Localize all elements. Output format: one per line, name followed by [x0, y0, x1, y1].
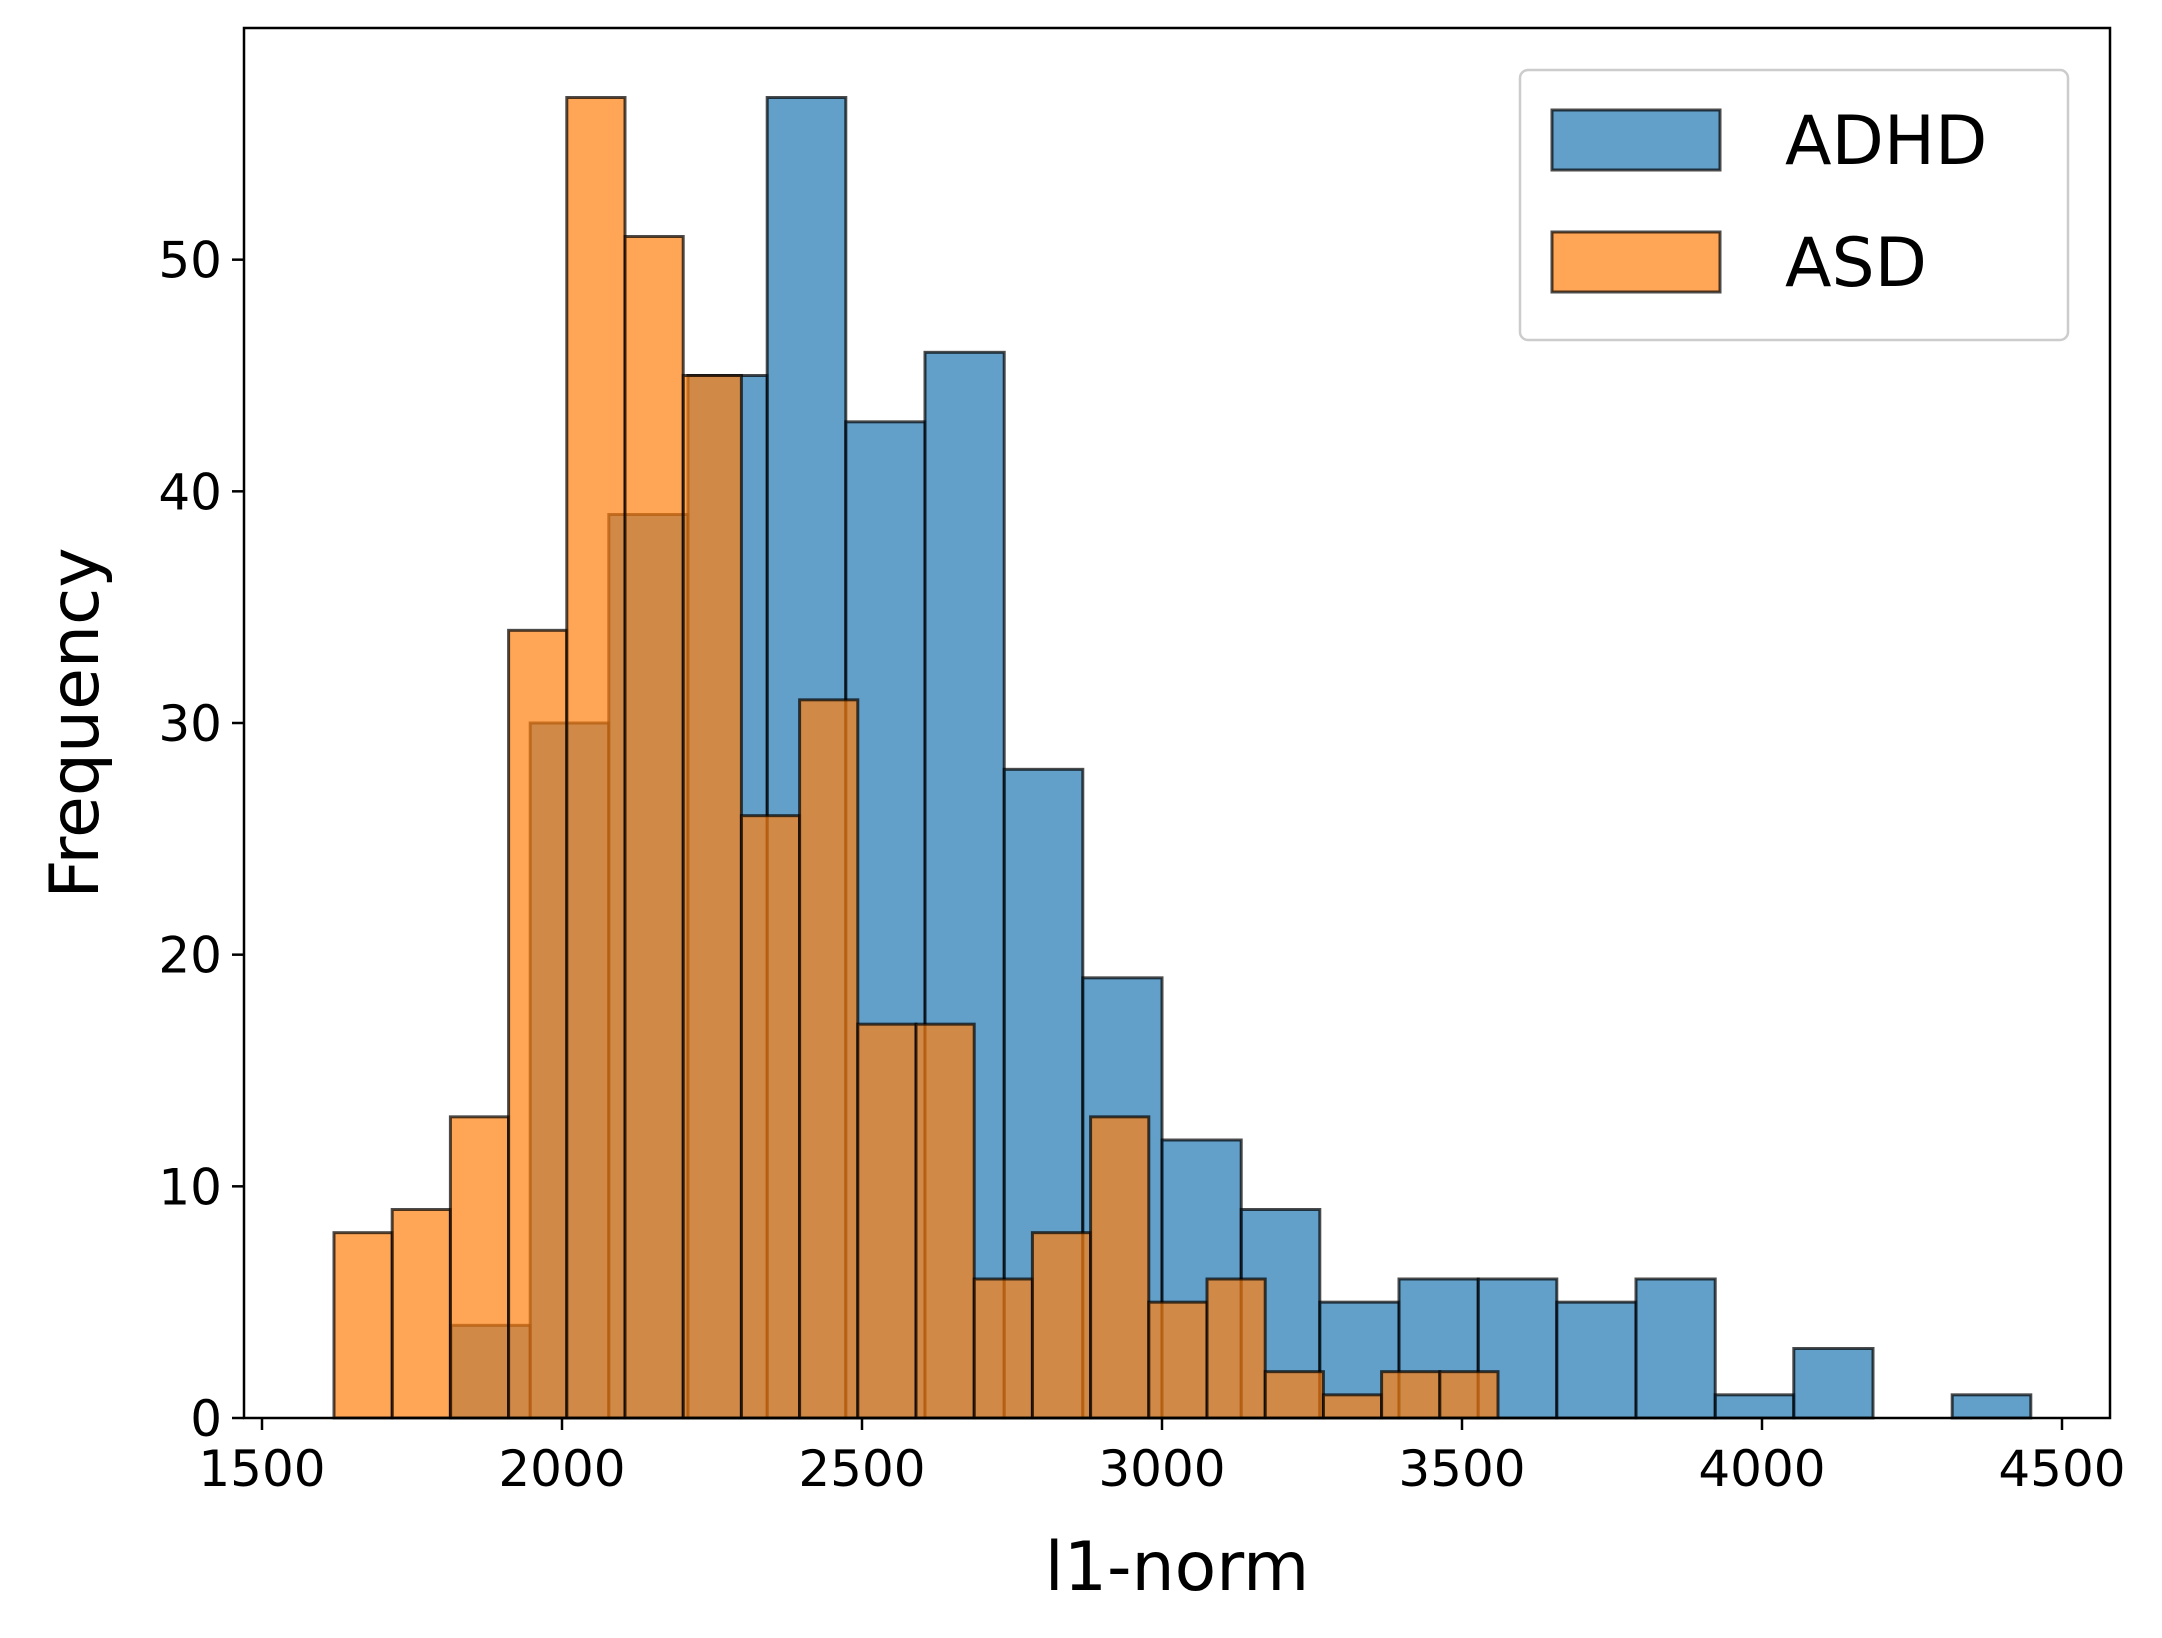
asd-bar	[1380, 1370, 1442, 1420]
legend-swatch-asd	[1550, 230, 1722, 294]
asd-bar	[565, 96, 627, 1420]
y-tick-label: 20	[158, 927, 222, 985]
asd-bar	[507, 628, 569, 1420]
asd-bar	[798, 698, 860, 1420]
adhd-bar	[1713, 1393, 1796, 1420]
x-tick-label: 4000	[1698, 1440, 1825, 1498]
asd-bar	[681, 374, 743, 1420]
asd-bar	[856, 1022, 918, 1420]
asd-bar	[1205, 1277, 1267, 1420]
x-axis-title: l1-norm	[1045, 1528, 1309, 1607]
asd-bar	[1147, 1300, 1209, 1420]
legend-label-asd: ASD	[1785, 224, 1927, 303]
y-tick-label: 50	[158, 232, 222, 290]
x-tick-label: 3000	[1098, 1440, 1225, 1498]
adhd-bar	[1634, 1277, 1717, 1420]
y-tick-label: 10	[158, 1158, 222, 1216]
x-tick-label: 1500	[198, 1440, 325, 1498]
asd-bar	[332, 1231, 394, 1420]
x-tick-label: 2500	[798, 1440, 925, 1498]
adhd-bar	[1555, 1300, 1638, 1420]
asd-bar	[390, 1208, 452, 1420]
asd-bar	[1030, 1231, 1093, 1420]
y-axis-title: Frequency	[36, 547, 115, 898]
asd-bar	[739, 814, 802, 1420]
x-tick-label: 4500	[1998, 1440, 2125, 1498]
asd-bar	[972, 1277, 1034, 1420]
y-tick-label: 30	[158, 695, 222, 753]
legend-swatch-adhd	[1550, 108, 1722, 172]
asd-bar	[914, 1022, 976, 1420]
asd-bar	[448, 1115, 511, 1420]
y-tick-label: 40	[158, 463, 222, 521]
asd-bar	[1263, 1370, 1325, 1420]
x-tick-label: 3500	[1398, 1440, 1525, 1498]
adhd-bar	[1792, 1347, 1875, 1420]
y-axis-ticks: 0 10 20 30 40 50	[158, 232, 244, 1448]
asd-bars	[332, 96, 1500, 1420]
asd-bar	[623, 235, 685, 1420]
x-axis-ticks: 1500 2000 2500 3000 3500 4000 4500	[198, 1418, 2126, 1498]
x-tick-label: 2000	[498, 1440, 625, 1498]
asd-bar	[1089, 1115, 1151, 1420]
legend: ADHD ASD	[1518, 68, 2070, 342]
asd-bar	[1321, 1393, 1384, 1420]
adhd-bar	[1950, 1393, 2033, 1420]
y-tick-label: 0	[190, 1390, 222, 1448]
asd-bar	[1438, 1370, 1500, 1420]
legend-label-adhd: ADHD	[1785, 102, 1987, 181]
